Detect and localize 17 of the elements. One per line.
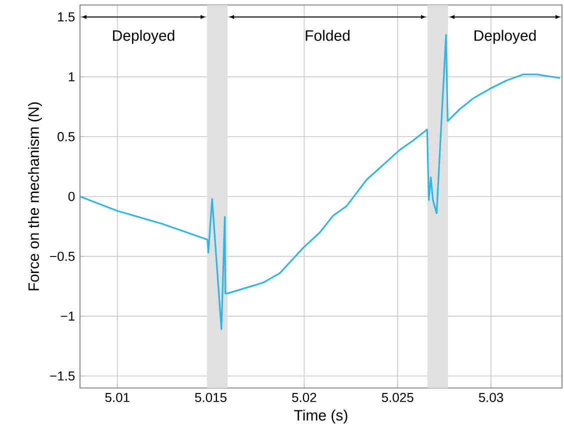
y-tick-label: 1	[68, 72, 75, 82]
annotation: Folded	[306, 30, 350, 41]
x-tick-label: 5.01	[105, 392, 130, 402]
y-tick-label: 0.5	[58, 132, 75, 142]
annotation: Deployed	[474, 30, 536, 44]
x-tick-label: 5.02	[292, 392, 316, 402]
y-tick-label: −1.5	[50, 371, 75, 381]
annotation: Deployed	[113, 30, 174, 44]
x-tick-label: 5.025	[382, 392, 414, 402]
y-tick-label: 0	[68, 192, 75, 202]
y-tick-label: −0.5	[50, 252, 75, 261]
x-tick-label: 5.03	[478, 392, 504, 402]
y-axis-title: Force on the mechanism (N)	[28, 102, 42, 290]
x-tick-label: 5.015	[195, 392, 226, 402]
y-tick-label: −1	[60, 312, 75, 321]
y-tick-label: 1.5	[58, 12, 75, 22]
x-axis-title: Time (s)	[294, 410, 348, 424]
